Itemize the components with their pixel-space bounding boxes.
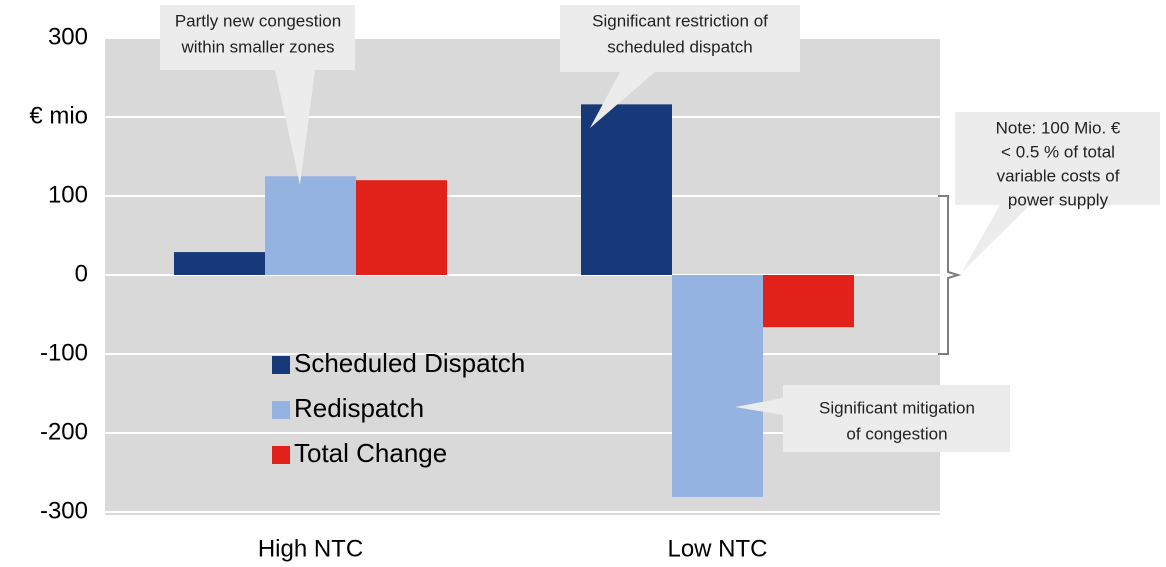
y-tick-label: 300 [48,23,88,50]
annotation: of congestion [846,424,947,443]
annotation: within smaller zones [180,37,334,56]
annotation: scheduled dispatch [607,37,753,56]
annotation: power supply [1008,190,1109,209]
bar [265,176,356,275]
bar [356,180,447,275]
bracket [938,195,962,355]
bar [763,275,854,328]
legend-swatch [272,401,290,419]
callout [560,5,800,128]
y-tick-label: -100 [40,339,88,366]
legend-label: Redispatch [294,393,424,423]
legend-swatch [272,446,290,464]
bar [581,104,672,275]
y-tick-label: 0 [75,260,88,287]
x-tick-label: Low NTC [667,535,767,562]
legend-swatch [272,356,290,374]
annotation: variable costs of [997,166,1120,185]
bar [672,275,763,497]
annotations: Partly new congestion within smaller zone… [175,11,1121,443]
callout [160,5,355,185]
annotation: Significant restriction of [592,11,768,30]
callout [955,112,1160,272]
y-tick-label: -200 [40,418,88,445]
y-tick-label: 100 [48,181,88,208]
x-tick-label: High NTC [258,535,363,562]
y-tick-label: -300 [40,497,88,524]
bar [174,252,265,275]
y-tick-label: € mio [29,102,88,129]
bars [174,104,854,497]
annotation: Note: 100 Mio. € [996,118,1121,137]
annotation: Partly new congestion [175,11,341,30]
annotation: Significant mitigation [819,398,975,417]
legend-label: Total Change [294,438,447,468]
callout [735,385,1010,452]
legend-label: Scheduled Dispatch [294,348,525,378]
annotation: < 0.5 % of total [1001,142,1115,161]
